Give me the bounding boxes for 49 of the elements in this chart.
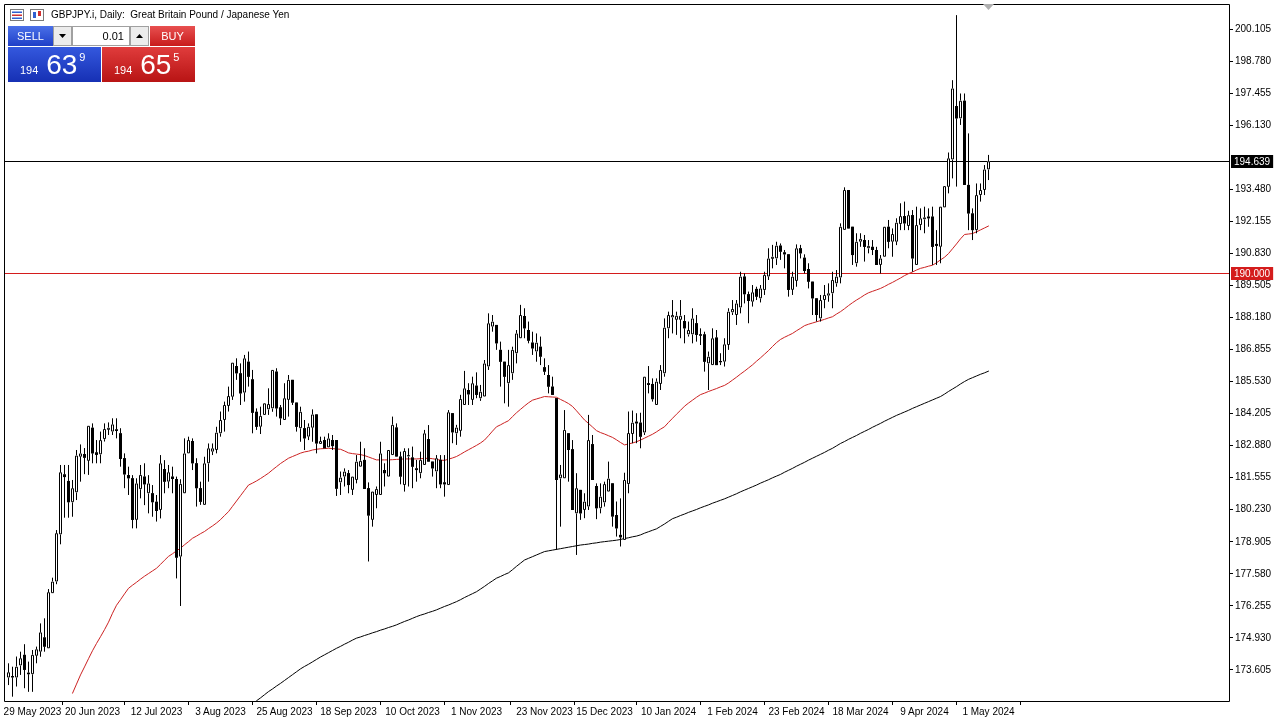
- x-tick-label: 1 Feb 2024: [707, 705, 759, 717]
- x-tick-label: 9 Apr 2024: [900, 705, 950, 717]
- y-tick-label: 197.455: [1235, 86, 1272, 98]
- y-tick-label: 182.880: [1235, 439, 1272, 451]
- buy-button: BUY: [150, 26, 195, 46]
- y-tick-label: 189.505: [1235, 279, 1272, 291]
- sell-price-panel: 194 63$^{9}$: [8, 47, 101, 82]
- y-tick-label: 177.580: [1235, 567, 1272, 579]
- annotation: 0.01: [102, 30, 124, 42]
- y-tick-label: 192.155: [1235, 215, 1272, 227]
- y-tick-label: 181.555: [1235, 471, 1272, 483]
- y-tick-label: 180.230: [1235, 503, 1272, 515]
- annotation: BUY: [161, 30, 184, 42]
- x-tick-label: 12 Jul 2023: [130, 705, 183, 717]
- x-tick-label: 29 May 2023: [3, 705, 62, 717]
- y-tick-label: 200.105: [1235, 22, 1272, 34]
- y-tick-label: 173.605: [1235, 663, 1272, 675]
- x-tick-label: 23 Nov 2023: [516, 705, 574, 717]
- x-tick-label: 10 Oct 2023: [385, 705, 441, 717]
- y-tick-label: 190.830: [1235, 247, 1272, 259]
- annotation: 194 63$^{9}$: [20, 49, 86, 80]
- y-tick-label: 184.205: [1235, 407, 1272, 419]
- y-tick-label: 178.905: [1235, 535, 1272, 547]
- x-tick-label: 25 Aug 2023: [256, 705, 314, 717]
- y-tick-label: 186.855: [1235, 343, 1272, 355]
- y-tick-label: 193.480: [1235, 183, 1272, 195]
- y-tick-label: 185.530: [1235, 375, 1272, 387]
- y-tick-label: 188.180: [1235, 311, 1272, 323]
- x-tick-label: 23 Feb 2024: [768, 705, 826, 717]
- y-tick-label: 196.130: [1235, 118, 1272, 130]
- x-tick-label: 3 Aug 2023: [195, 705, 247, 717]
- ref-line-label: 190.000: [1234, 267, 1271, 279]
- x-tick-label: 20 Jun 2023: [64, 705, 121, 717]
- x-tick-label: 10 Jan 2024: [640, 705, 697, 717]
- y-tick-label: 174.930: [1235, 631, 1272, 643]
- y-tick-label: 176.255: [1235, 599, 1272, 611]
- buy-price-panel: 194 65$^{5}$: [102, 47, 195, 82]
- sell-button: SELL: [8, 26, 53, 46]
- x-tick-label: 18 Mar 2024: [832, 705, 890, 717]
- y-tick-label: 198.780: [1235, 54, 1272, 66]
- lot-size-field: 0.01: [72, 26, 130, 46]
- chart-title: GBPJPY.i, Daily: Great Britain Pound / Japanese Yen: [51, 9, 290, 21]
- x-tick-label: 1 May 2024: [962, 705, 1016, 717]
- x-tick-label: 15 Dec 2023: [576, 705, 634, 717]
- x-tick-label: 1 Nov 2023: [450, 705, 503, 717]
- ref-line-label: 194.639: [1234, 155, 1271, 167]
- annotation: SELL: [17, 30, 44, 42]
- x-tick-label: 18 Sep 2023: [320, 705, 378, 717]
- annotation: 194 65$^{5}$: [114, 49, 180, 80]
